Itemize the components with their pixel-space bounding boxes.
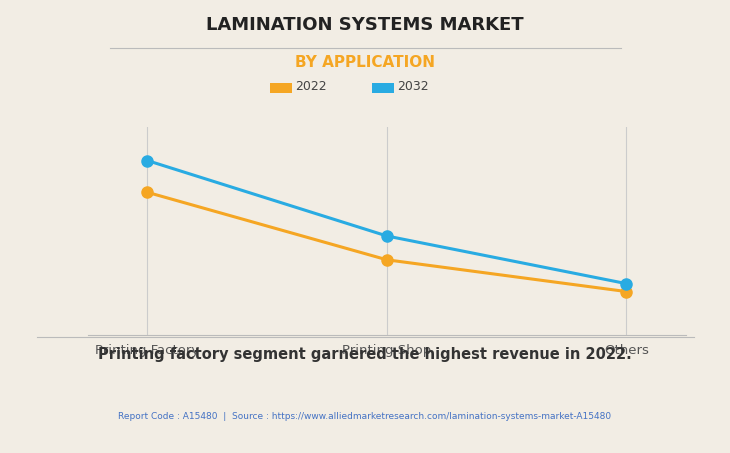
Text: Report Code : A15480  |  Source : https://www.alliedmarketresearch.com/laminatio: Report Code : A15480 | Source : https://… (118, 412, 612, 421)
Text: LAMINATION SYSTEMS MARKET: LAMINATION SYSTEMS MARKET (206, 16, 524, 34)
Text: BY APPLICATION: BY APPLICATION (295, 55, 435, 70)
Text: 2032: 2032 (397, 81, 429, 93)
Text: 2022: 2022 (295, 81, 326, 93)
Text: Printing factory segment garnered the highest revenue in 2022.: Printing factory segment garnered the hi… (98, 347, 632, 361)
